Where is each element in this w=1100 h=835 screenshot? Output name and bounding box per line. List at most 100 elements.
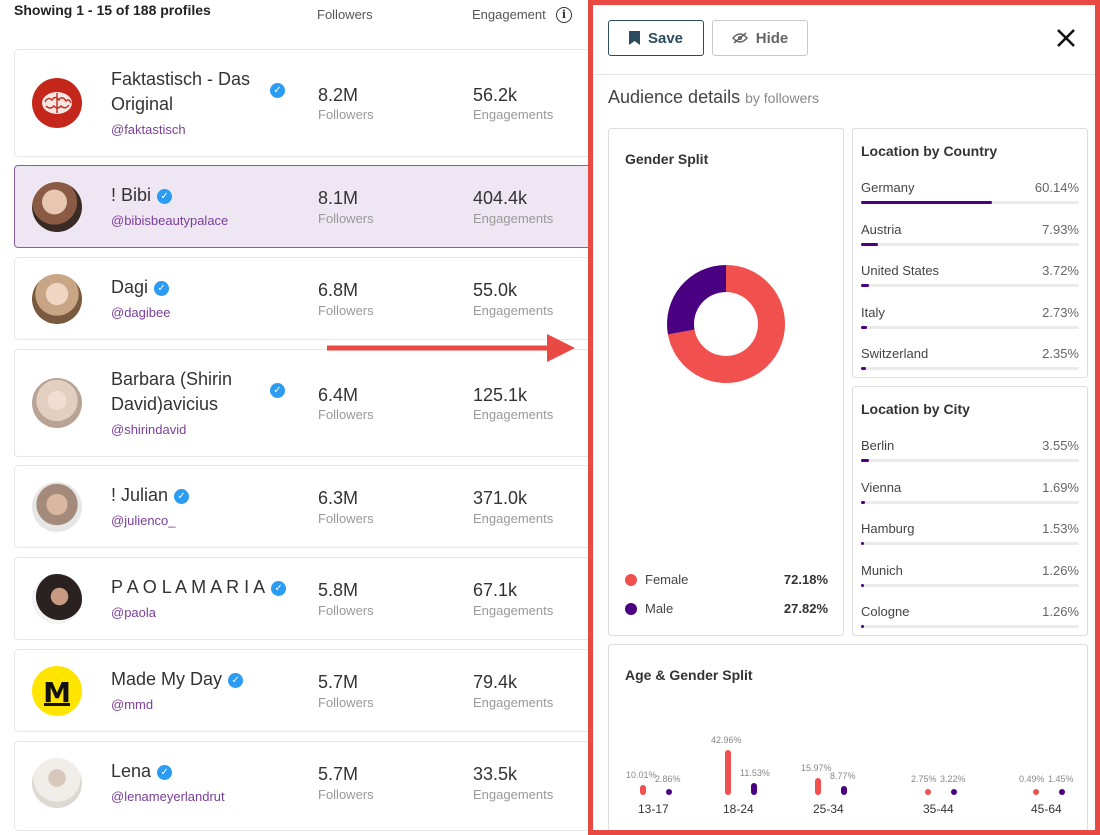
engagements-label: Engagements <box>473 695 554 710</box>
age-male-value: 8.77% <box>830 770 856 781</box>
male-label: Male <box>645 601 674 616</box>
country-name: Austria <box>861 221 902 237</box>
profile-card-bibi[interactable]: ! Bibi ✓ @bibisbeautypalace 8.1M Follower… <box>14 165 594 248</box>
avatar <box>32 574 82 624</box>
profile-name[interactable]: ! Bibi ✓ <box>111 183 261 208</box>
panel-title: Audience details by followers <box>608 87 819 108</box>
city-bar-fill <box>861 542 865 545</box>
engagements-label: Engagements <box>473 511 554 526</box>
female-value: 72.18% <box>783 572 828 587</box>
profile-name[interactable]: Made My Day ✓ <box>111 667 261 692</box>
hide-button[interactable]: Hide <box>712 20 808 56</box>
city-bar-fill <box>861 583 864 587</box>
engagements-label: Engagements <box>473 303 554 318</box>
engagements-value: 33.5k <box>473 764 518 784</box>
profile-name[interactable]: P A O L A M A R I A ✓ <box>111 575 301 600</box>
profile-name[interactable]: Barbara (Shirin David)avicius <box>111 369 233 414</box>
verified-badge-icon: ✓ <box>271 581 287 596</box>
profile-name[interactable]: Faktastisch - Das Original <box>111 69 251 114</box>
engagements-value: 404.4k <box>473 188 528 208</box>
profile-name[interactable]: Lena ✓ <box>111 759 261 784</box>
followers-column-header[interactable]: Followers <box>317 7 373 22</box>
profile-handle[interactable]: @dagibee <box>111 305 171 320</box>
profile-card-paola[interactable]: P A O L A M A R I A ✓ @paola 5.8M Followe… <box>14 557 594 640</box>
profile-handle[interactable]: @shirindavid <box>111 422 187 437</box>
engagements-value: 55.0k <box>473 280 518 300</box>
profile-handle[interactable]: @mmd <box>111 697 154 712</box>
profile-name[interactable]: Dagi ✓ <box>111 275 261 300</box>
engagement-column-header[interactable]: Engagement <box>472 7 546 22</box>
profile-name-text: ! Bibi <box>111 185 152 205</box>
engagements-value: 79.4k <box>473 672 518 692</box>
male-slice <box>667 265 726 335</box>
panel-title-text: Audience details <box>608 87 741 107</box>
city-bar-track <box>861 500 1079 504</box>
profile-name-text: P A O L A M A R I A <box>111 577 266 597</box>
save-button[interactable]: Save <box>608 20 704 56</box>
profile-name-text: Lena <box>111 761 152 781</box>
profile-handle[interactable]: @julienco_ <box>111 513 176 528</box>
profile-handle[interactable]: @faktastisch <box>111 122 186 137</box>
followers-value: 8.1M <box>318 188 359 208</box>
brain-icon <box>42 92 72 114</box>
location-country-card: Location by Country Germany 60.14% Austria… <box>852 128 1088 378</box>
city-bar-fill <box>861 625 864 628</box>
verified-badge-icon: ✓ <box>270 383 285 398</box>
city-name: Munich <box>861 562 903 578</box>
followers-value: 5.7M <box>318 672 359 692</box>
age-female-value: 15.97% <box>801 763 832 774</box>
verified-badge-icon: ✓ <box>228 673 244 688</box>
city-name: Cologne <box>861 604 910 619</box>
avatar <box>32 78 82 128</box>
verified-badge-icon: ✓ <box>154 281 170 296</box>
followers-value: 6.4M <box>318 385 359 405</box>
engagements-value: 56.2k <box>473 85 518 105</box>
country-bar-fill <box>861 367 867 370</box>
male-dot-icon <box>625 603 637 615</box>
followers-value: 5.7M <box>318 764 359 784</box>
city-bar-fill <box>861 500 865 504</box>
engagements-label: Engagements <box>473 407 554 422</box>
profile-card-shirin-david[interactable]: Barbara (Shirin David)avicius ✓ @shirind… <box>14 349 594 457</box>
followers-value: 8.2M <box>318 85 359 105</box>
country-bar-track <box>861 201 1079 204</box>
verified-badge-icon: ✓ <box>270 83 285 98</box>
profile-card-faktastisch[interactable]: Faktastisch - Das Original ✓ @faktastisc… <box>14 49 594 157</box>
profile-handle[interactable]: @bibisbeautypalace <box>111 213 229 228</box>
profile-card-lena[interactable]: Lena ✓ @lenameyerlandrut 5.7M Followers 3… <box>14 741 594 831</box>
country-bar-track <box>861 367 1079 370</box>
age-female-bar <box>640 784 646 795</box>
engagements-label: Engagements <box>473 603 554 618</box>
list-header: Showing 1 - 15 of 188 profiles Followers… <box>0 0 590 30</box>
country-value: 2.35% <box>1042 346 1079 361</box>
profile-list: Showing 1 - 15 of 188 profiles Followers… <box>0 0 594 831</box>
close-icon[interactable] <box>1055 27 1077 49</box>
eye-off-icon <box>731 32 748 44</box>
age-male-value: 2.86% <box>655 774 681 784</box>
age-male-bar <box>1059 789 1065 795</box>
male-value: 27.82% <box>783 601 828 616</box>
location-country-title: Location by Country <box>861 143 998 159</box>
followers-value: 6.8M <box>318 280 359 300</box>
profile-card-mmd[interactable]: M Made My Day ✓ @mmd 5.7M Followers 79.4k… <box>14 649 594 732</box>
city-bar-track <box>861 459 1079 462</box>
followers-value: 6.3M <box>318 488 359 508</box>
hide-button-label: Hide <box>755 29 789 47</box>
followers-label: Followers <box>318 603 374 618</box>
save-button-label: Save <box>647 29 684 47</box>
divider <box>593 74 1095 75</box>
profile-card-dagi[interactable]: Dagi ✓ @dagibee 6.8M Followers 55.0k Enga… <box>14 257 594 340</box>
country-bar-fill <box>861 325 867 329</box>
avatar <box>32 378 82 428</box>
profile-card-julian[interactable]: ! Julian ✓ @julienco_ 6.3M Followers 371.… <box>14 465 594 548</box>
age-group-label: 13-17 <box>638 802 669 816</box>
info-icon[interactable]: i <box>556 7 572 23</box>
followers-label: Followers <box>318 787 374 802</box>
profile-name[interactable]: ! Julian ✓ <box>111 483 261 508</box>
city-name: Vienna <box>861 479 902 495</box>
country-bar-track <box>861 242 1079 246</box>
age-female-bar <box>815 778 821 795</box>
profile-handle[interactable]: @lenameyerlandrut <box>111 789 225 804</box>
profile-handle[interactable]: @paola <box>111 605 157 620</box>
profile-name-text: ! Julian <box>111 485 169 505</box>
